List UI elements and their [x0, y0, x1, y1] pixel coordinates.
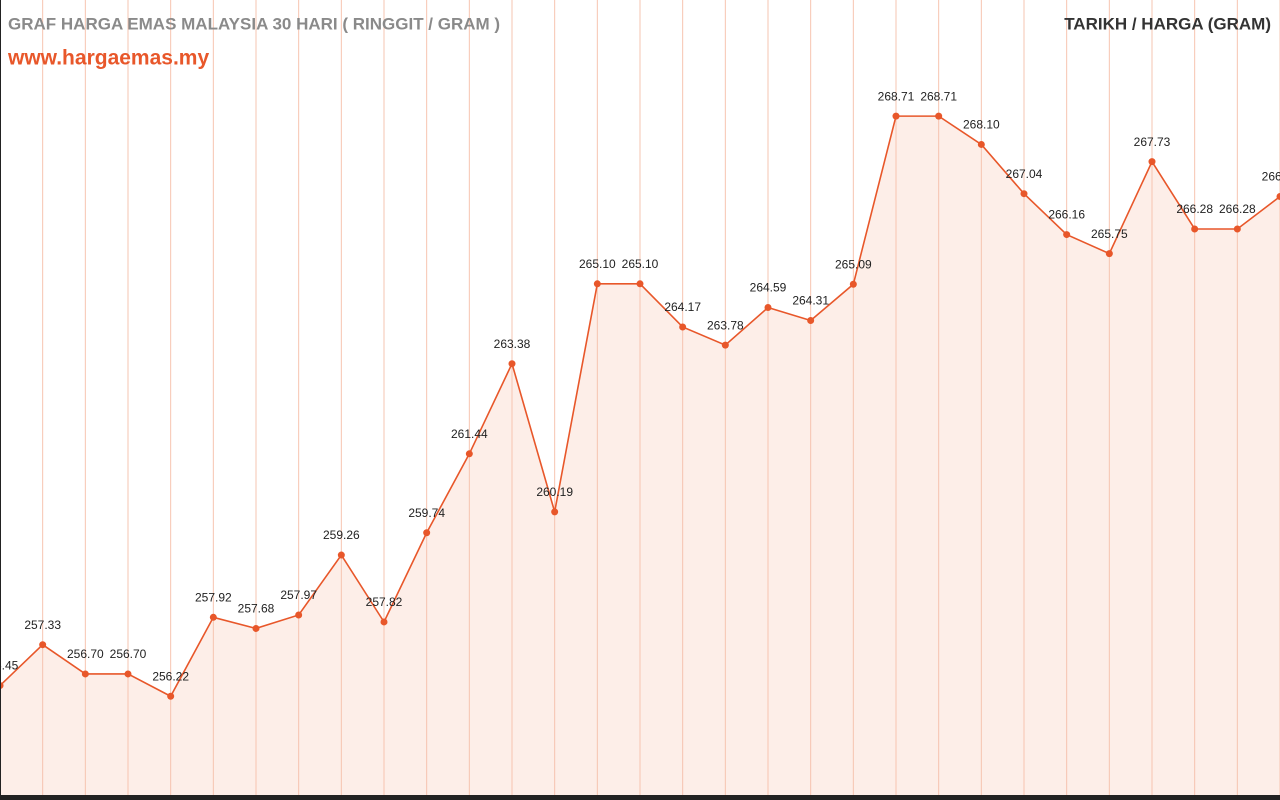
value-label: 256.70	[110, 647, 147, 661]
value-label: 263.78	[707, 318, 744, 332]
value-label: 266.28	[1176, 202, 1213, 216]
value-label: 259.74	[408, 506, 445, 520]
value-label: 268.71	[878, 89, 915, 103]
value-label: 264.59	[750, 281, 787, 295]
value-label: 264.31	[792, 294, 829, 308]
point	[977, 140, 985, 148]
point	[551, 508, 559, 516]
point	[508, 360, 516, 368]
value-label: 257.82	[366, 595, 403, 609]
axis-label: TARIKH / HARGA (GRAM)	[1064, 14, 1271, 33]
point	[380, 618, 388, 626]
value-label: 265.09	[835, 257, 872, 271]
value-label: 257.92	[195, 590, 232, 604]
point	[1276, 192, 1280, 200]
point	[935, 112, 943, 120]
point	[167, 692, 175, 700]
point	[1233, 225, 1241, 233]
point	[465, 450, 473, 458]
point	[679, 323, 687, 331]
point	[1063, 231, 1071, 239]
chart-subtitle: www.hargaemas.my	[7, 47, 209, 70]
point	[807, 316, 815, 324]
value-label: 257.97	[280, 588, 317, 602]
point	[209, 613, 217, 621]
bottom-band	[0, 795, 1280, 800]
point	[1191, 225, 1199, 233]
point	[1148, 158, 1156, 166]
value-label: 267.73	[1134, 135, 1171, 149]
point	[721, 341, 729, 349]
value-label: 259.26	[323, 528, 360, 542]
point	[764, 303, 772, 311]
point	[295, 611, 303, 619]
value-label: 265.10	[622, 257, 659, 271]
value-label: 266.28	[1219, 202, 1256, 216]
chart-title: GRAF HARGA EMAS MALAYSIA 30 HARI ( RINGG…	[8, 14, 500, 33]
point	[636, 280, 644, 288]
point	[252, 624, 260, 632]
value-label: 256.70	[67, 647, 104, 661]
point	[892, 112, 900, 120]
value-label: 260.19	[536, 485, 573, 499]
point	[849, 280, 857, 288]
value-label: 256.22	[152, 669, 189, 683]
point	[337, 551, 345, 559]
value-label: 256.45	[0, 659, 19, 673]
value-label: 266.16	[1048, 208, 1085, 222]
value-label: 264.17	[664, 300, 701, 314]
value-label: 268.10	[963, 118, 1000, 132]
value-label: 263.38	[494, 337, 531, 351]
point	[124, 670, 132, 678]
value-label: 266.98	[1262, 170, 1280, 184]
value-label: 257.33	[24, 618, 61, 632]
point	[81, 670, 89, 678]
value-label: 268.71	[920, 89, 957, 103]
value-label: 265.75	[1091, 227, 1128, 241]
point	[1020, 190, 1028, 198]
point	[1105, 250, 1113, 258]
value-label: 261.44	[451, 427, 488, 441]
value-label: 265.10	[579, 257, 616, 271]
left-edge	[0, 0, 1, 800]
point	[593, 280, 601, 288]
point	[39, 641, 47, 649]
value-label: 257.68	[238, 602, 275, 616]
point	[423, 529, 431, 537]
value-label: 267.04	[1006, 167, 1043, 181]
